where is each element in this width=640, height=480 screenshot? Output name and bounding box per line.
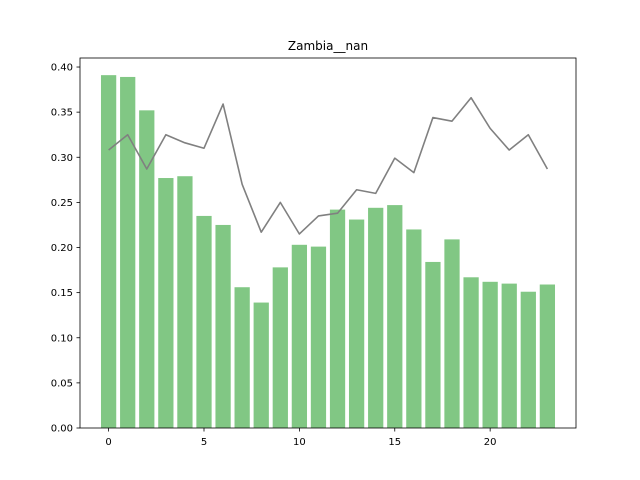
y-tick-label-5: 0.25: [51, 198, 73, 209]
line-path: [108, 96, 549, 235]
bar-18: [444, 239, 460, 428]
bar-21: [501, 283, 517, 428]
bar-9: [272, 267, 288, 428]
bar-11: [310, 246, 327, 428]
bar-20: [482, 281, 498, 428]
x-tick-label-3: 15: [388, 437, 401, 448]
bar-0: [100, 75, 117, 429]
bar-10: [291, 244, 308, 428]
bar-3: [158, 178, 174, 428]
y-tick-label-8: 0.40: [51, 63, 73, 74]
y-tick-label-0: 0.00: [51, 424, 73, 435]
x-tick-label-0: 0: [105, 437, 111, 448]
plot-frame: [79, 57, 577, 429]
bar-12: [329, 209, 346, 428]
y-axis: 0.00 0.05 0.10 0.15 0.20 0.25 0.30 0.35 0.40: [51, 63, 80, 435]
bar-19: [463, 277, 479, 428]
bar-15: [387, 205, 403, 428]
bar-7: [234, 287, 250, 428]
bar-17: [425, 261, 441, 428]
axes: [79, 57, 577, 429]
y-tick-label-4: 0.20: [51, 243, 73, 254]
y-tick-label-2: 0.10: [51, 333, 73, 344]
bar-23: [539, 284, 556, 428]
x-axis: 0 5 10 15 20: [105, 428, 497, 448]
bar-22: [520, 291, 536, 428]
y-tick-label-1: 0.05: [51, 378, 73, 389]
bar-1: [120, 76, 136, 428]
y-tick-label-6: 0.30: [51, 153, 73, 164]
y-tick-label-7: 0.35: [51, 108, 73, 119]
bar-13: [348, 219, 365, 428]
bar-2: [139, 110, 155, 428]
bar-8: [253, 302, 269, 428]
x-tick-label-2: 10: [293, 437, 306, 448]
line-series: [108, 96, 549, 235]
bar-16: [406, 229, 422, 428]
x-tick-label-1: 5: [201, 437, 207, 448]
bar-14: [368, 207, 384, 428]
bar-6: [215, 224, 231, 428]
y-tick-label-3: 0.15: [51, 288, 73, 299]
chart-title: Zambia__nan: [288, 39, 368, 53]
bar-4: [177, 176, 193, 428]
bar-5: [196, 215, 212, 428]
x-tick-label-4: 20: [484, 437, 497, 448]
bar-series: [100, 75, 556, 429]
